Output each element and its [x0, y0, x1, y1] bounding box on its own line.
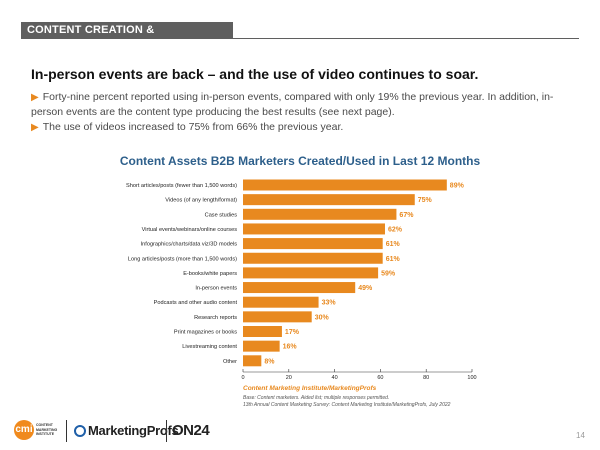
- marketingprofs-logo-text: MarketingProfs: [88, 423, 179, 438]
- x-tick-label: 20: [286, 375, 292, 381]
- bar: [243, 208, 397, 220]
- category-label: Long articles/posts (more than 1,500 wor…: [128, 256, 237, 262]
- bar: [243, 252, 383, 264]
- value-label: 89%: [450, 183, 465, 190]
- section-divider: [21, 38, 579, 39]
- bar: [243, 223, 385, 235]
- triangle-bullet-icon: ▶: [31, 122, 39, 133]
- bar: [243, 267, 379, 279]
- marketingprofs-mark-icon: [74, 425, 86, 437]
- x-tick-label: 100: [467, 375, 476, 381]
- bullet-point: ▶ The use of videos increased to 75% from…: [31, 120, 571, 135]
- chart-title: Content Assets B2B Marketers Created/Use…: [119, 154, 481, 168]
- headline: In-person events are back – and the use …: [31, 66, 479, 82]
- cmi-text-line: MARKETING: [36, 427, 58, 432]
- chart-note-base: Base: Content marketers. Aided list; mul…: [243, 395, 390, 401]
- cmi-text-line: INSTITUTE: [36, 432, 55, 436]
- value-label: 67%: [399, 212, 414, 219]
- bullet-text: Forty-nine percent reported using in-per…: [31, 91, 554, 118]
- category-label: Virtual events/webinars/online courses: [142, 227, 238, 233]
- category-label: Research reports: [194, 315, 237, 321]
- value-label: 49%: [358, 285, 373, 292]
- x-tick-label: 0: [241, 375, 244, 381]
- value-label: 33%: [322, 300, 337, 307]
- bar: [243, 311, 312, 323]
- cmi-logo-icon: cmi: [14, 420, 34, 440]
- value-label: 61%: [386, 256, 401, 263]
- bar: [243, 194, 415, 206]
- x-tick-label: 80: [423, 375, 429, 381]
- category-label: Videos (of any length/format): [165, 198, 237, 204]
- category-label: Other: [223, 359, 237, 365]
- value-label: 59%: [381, 270, 396, 277]
- category-label: Infographics/charts/data viz/3D models: [141, 242, 238, 248]
- logo-divider: [66, 420, 67, 442]
- bar: [243, 355, 262, 367]
- value-label: 30%: [315, 314, 330, 321]
- logo-divider: [166, 420, 167, 442]
- bullet-text: The use of videos increased to 75% from …: [42, 121, 344, 133]
- bar: [243, 326, 282, 337]
- marketingprofs-logo: MarketingProfs: [74, 423, 179, 438]
- chart-note-survey: 13th Annual Content Marketing Survey: Co…: [243, 402, 451, 408]
- triangle-bullet-icon: ▶: [31, 92, 39, 103]
- bullet-point: ▶ Forty-nine percent reported using in-pe…: [31, 90, 571, 120]
- bar: [243, 238, 383, 250]
- chart-source: Content Marketing Institute/MarketingPro…: [243, 385, 377, 392]
- value-label: 75%: [418, 197, 433, 204]
- category-label: Podcasts and other audio content: [154, 300, 238, 306]
- category-label: In-person events: [195, 286, 237, 292]
- bar: [243, 179, 447, 191]
- cmi-logo-text: CONTENT MARKETING INSTITUTE: [36, 423, 57, 437]
- on24-logo: ON24: [172, 422, 210, 439]
- category-label: Print magazines or books: [174, 330, 237, 336]
- page-number: 14: [576, 431, 585, 440]
- section-header: CONTENT CREATION & DISTRIBUTION: [21, 22, 233, 52]
- bar: [243, 340, 280, 352]
- value-label: 16%: [283, 344, 298, 351]
- category-label: Case studies: [205, 212, 238, 218]
- x-tick-label: 60: [377, 375, 383, 381]
- x-tick-label: 40: [332, 375, 338, 381]
- value-label: 8%: [264, 358, 275, 365]
- value-label: 17%: [285, 329, 300, 336]
- bar: [243, 296, 319, 308]
- cmi-logo: cmi CONTENT MARKETING INSTITUTE: [14, 418, 64, 444]
- chart-notes: Base: Content marketers. Aided list; mul…: [243, 395, 450, 409]
- category-label: Livestreaming content: [182, 344, 237, 350]
- value-label: 61%: [386, 241, 401, 248]
- category-label: Short articles/posts (fewer than 1,500 w…: [126, 183, 237, 189]
- bar: [243, 282, 356, 294]
- value-label: 62%: [388, 226, 403, 233]
- cmi-text-line: CONTENT: [36, 423, 53, 427]
- category-label: E-books/white papers: [183, 271, 237, 277]
